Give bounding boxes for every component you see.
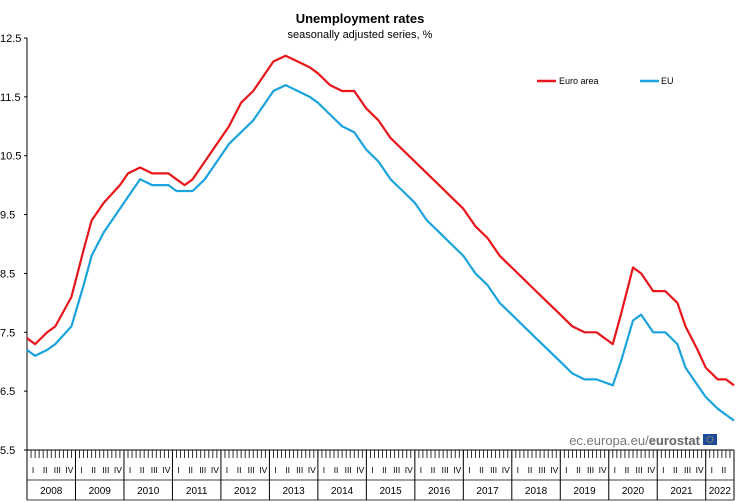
- x-quarter-label: II: [285, 465, 290, 475]
- x-quarter-label: II: [625, 465, 630, 475]
- x-quarter-label: I: [517, 465, 519, 475]
- y-axis: 12.5 11.5 10.5 9.5 8.5 7.5 6.5 5.5: [0, 33, 28, 457]
- source-prefix: ec.europa.eu/: [569, 433, 649, 448]
- x-quarter-label: II: [382, 465, 387, 475]
- x-quarter-label: IV: [356, 465, 364, 475]
- x-quarter-label: IV: [599, 465, 607, 475]
- x-year-label: 2008: [40, 486, 63, 497]
- x-year-label: 2019: [573, 486, 596, 497]
- x-year-label: 2014: [331, 486, 354, 497]
- series-line-euro-area: [26, 54, 735, 387]
- x-quarter-label: I: [662, 465, 664, 475]
- series-line-eu: [26, 84, 735, 422]
- x-year-label: 2018: [525, 486, 548, 497]
- x-year-label: 2015: [379, 486, 402, 497]
- x-quarter-label: III: [151, 465, 158, 475]
- x-quarter-label: I: [420, 465, 422, 475]
- x-year-label: 2012: [234, 486, 257, 497]
- y-tick-label: 5.5: [0, 445, 15, 457]
- source-brand: eurostat: [649, 433, 701, 448]
- x-year-label: 2016: [428, 486, 451, 497]
- y-tick-label: 11.5: [0, 92, 21, 104]
- x-quarter-label: I: [274, 465, 276, 475]
- x-quarter-label: II: [528, 465, 533, 475]
- x-quarter-label: IV: [65, 465, 73, 475]
- legend-label-eu: EU: [661, 76, 674, 86]
- eu-flag-star-icon: [706, 436, 714, 443]
- x-quarter-label: II: [43, 465, 48, 475]
- x-quarter-label: IV: [308, 465, 316, 475]
- x-quarter-label: II: [576, 465, 581, 475]
- x-quarter-label: III: [636, 465, 643, 475]
- x-quarter-label: III: [684, 465, 691, 475]
- x-quarter-label: III: [248, 465, 255, 475]
- chart-title: Unemployment rates: [296, 11, 425, 26]
- x-quarter-label: IV: [647, 465, 655, 475]
- x-quarter-label: I: [129, 465, 131, 475]
- x-quarter-label: III: [199, 465, 206, 475]
- x-year-label: 2017: [476, 486, 499, 497]
- x-quarter-label: III: [54, 465, 61, 475]
- x-quarter-label: III: [296, 465, 303, 475]
- x-quarter-label: I: [226, 465, 228, 475]
- x-quarter-label: I: [565, 465, 567, 475]
- x-quarter-label: II: [722, 465, 727, 475]
- x-year-label: 2011: [186, 486, 208, 497]
- y-tick-label: 10.5: [0, 151, 21, 163]
- x-quarter-label: II: [431, 465, 436, 475]
- x-quarter-label: III: [587, 465, 594, 475]
- x-quarter-label: I: [323, 465, 325, 475]
- x-quarter-label: IV: [453, 465, 461, 475]
- x-quarter-label: III: [442, 465, 449, 475]
- x-quarter-label: IV: [550, 465, 558, 475]
- x-quarter-label: II: [479, 465, 484, 475]
- x-year-label: 2021: [670, 486, 693, 497]
- x-quarter-label: III: [539, 465, 546, 475]
- source-credit: ec.europa.eu/eurostat: [569, 433, 717, 448]
- y-tick-label: 12.5: [0, 33, 21, 45]
- series-layer: [26, 54, 735, 422]
- x-quarter-label: IV: [696, 465, 704, 475]
- x-quarter-label: II: [673, 465, 678, 475]
- x-quarter-label: II: [91, 465, 96, 475]
- x-quarter-label: III: [490, 465, 497, 475]
- x-quarter-label: I: [468, 465, 470, 475]
- x-year-label: 2009: [89, 486, 112, 497]
- x-quarter-label: I: [371, 465, 373, 475]
- x-quarter-label: I: [614, 465, 616, 475]
- x-quarter-label: IV: [502, 465, 510, 475]
- y-tick-label: 8.5: [0, 268, 15, 280]
- legend: Euro area EU: [537, 76, 674, 86]
- x-quarter-label: IV: [211, 465, 219, 475]
- x-quarter-label: IV: [114, 465, 122, 475]
- x-quarter-label: I: [80, 465, 82, 475]
- y-tick-label: 6.5: [0, 386, 15, 398]
- source-url: ec.europa.eu/eurostat: [569, 433, 700, 448]
- x-quarter-label: III: [393, 465, 400, 475]
- x-quarter-label: III: [102, 465, 109, 475]
- x-quarter-label: III: [345, 465, 352, 475]
- x-quarter-label: I: [177, 465, 179, 475]
- legend-label-euro-area: Euro area: [559, 76, 599, 86]
- y-tick-label: 9.5: [0, 210, 15, 222]
- x-quarter-label: I: [711, 465, 713, 475]
- x-year-label: 2022: [709, 486, 732, 497]
- x-year-label: 2013: [283, 486, 306, 497]
- chart-subtitle: seasonally adjusted series, %: [288, 29, 433, 41]
- x-quarter-label: II: [237, 465, 242, 475]
- x-quarter-label: II: [334, 465, 339, 475]
- x-quarter-label: II: [188, 465, 193, 475]
- y-tick-label: 7.5: [0, 327, 15, 339]
- x-quarter-label: IV: [405, 465, 413, 475]
- x-year-label: 2020: [622, 486, 645, 497]
- x-quarter-label: I: [32, 465, 34, 475]
- x-quarter-label: II: [140, 465, 145, 475]
- x-year-label: 2010: [137, 486, 160, 497]
- eu-flag-icon: [703, 434, 717, 445]
- x-quarter-label: IV: [162, 465, 170, 475]
- x-quarter-label: IV: [259, 465, 267, 475]
